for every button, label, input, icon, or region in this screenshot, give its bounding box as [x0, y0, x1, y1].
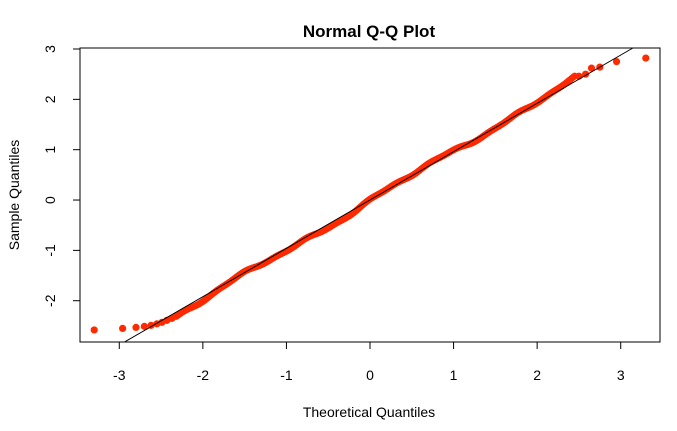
data-point [172, 312, 180, 320]
data-point [90, 326, 98, 334]
x-tick-label: 2 [533, 367, 541, 383]
plot-frame [79, 47, 661, 343]
data-point [119, 324, 127, 333]
data-point [612, 57, 621, 66]
y-tick-label: 1 [42, 146, 58, 154]
x-tick-label: 0 [366, 367, 374, 383]
x-tick-label: -2 [197, 367, 210, 383]
x-axis: -3 -2 -1 0 1 2 3 [113, 341, 625, 383]
y-axis-label: Sample Quantiles [6, 140, 22, 251]
x-tick-label: 1 [450, 367, 458, 383]
y-tick-label: -2 [42, 294, 58, 307]
reference-line [124, 47, 634, 343]
y-tick-label: 3 [42, 45, 58, 53]
x-tick-label: -1 [280, 367, 293, 383]
data-point [587, 64, 596, 72]
chart-title: Normal Q-Q Plot [303, 22, 436, 41]
x-tick-label: -3 [113, 367, 126, 383]
x-axis-label: Theoretical Quantiles [303, 404, 435, 420]
data-point [642, 54, 650, 62]
data-points [90, 54, 650, 334]
y-tick-label: 0 [42, 196, 58, 204]
y-tick-label: -1 [42, 244, 58, 257]
data-point [132, 323, 140, 331]
data-point [140, 322, 148, 330]
y-axis: -2 -1 0 1 2 3 [42, 45, 81, 307]
y-tick-label: 2 [42, 95, 58, 103]
x-tick-label: 3 [617, 367, 625, 383]
